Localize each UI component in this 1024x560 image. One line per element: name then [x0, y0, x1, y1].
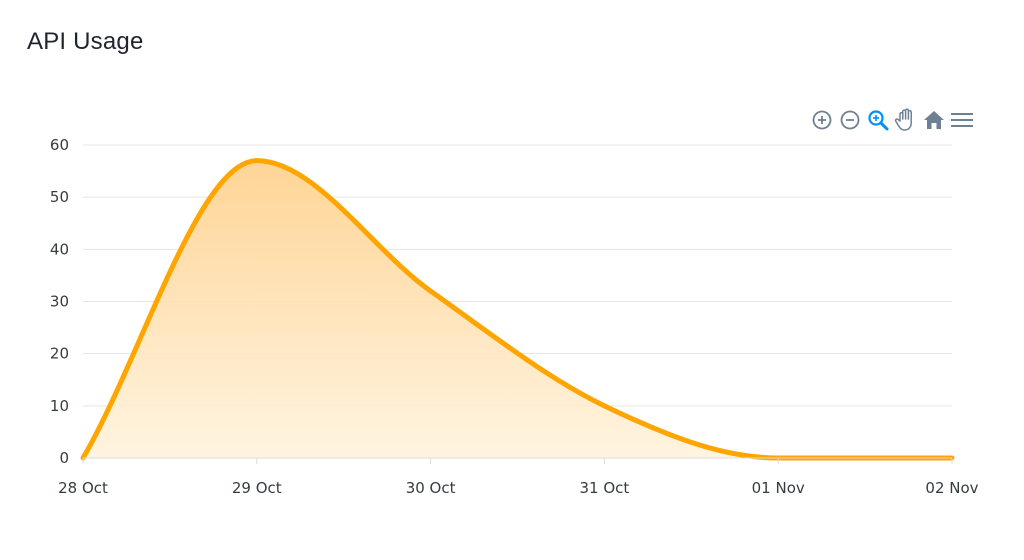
x-tick-label: 31 Oct — [580, 479, 630, 497]
page-title: API Usage — [27, 28, 144, 55]
series-area-fill — [83, 160, 952, 458]
zoom-out-icon — [840, 110, 860, 130]
x-tick-label: 02 Nov — [925, 479, 978, 497]
y-axis: 0 10 20 30 40 50 60 — [50, 136, 69, 467]
chart-toolbar — [810, 105, 974, 135]
x-axis — [82, 457, 953, 464]
y-tick-label: 50 — [50, 188, 69, 206]
x-tick-label: 30 Oct — [406, 479, 456, 497]
y-tick-label: 20 — [50, 345, 69, 363]
chart-menu-button[interactable] — [950, 106, 974, 134]
series-area — [83, 160, 952, 458]
x-axis-labels: 28 Oct 29 Oct 30 Oct 31 Oct 01 Nov 02 Nov — [58, 479, 979, 497]
x-tick-label: 28 Oct — [58, 479, 108, 497]
selection-zoom-icon — [868, 110, 889, 131]
y-tick-label: 10 — [50, 397, 69, 415]
zoom-in-button[interactable] — [810, 106, 834, 134]
reset-home-icon — [924, 111, 944, 129]
y-tick-label: 40 — [50, 240, 69, 258]
pan-button[interactable] — [894, 106, 918, 134]
selection-zoom-button[interactable] — [866, 106, 890, 134]
zoom-out-button[interactable] — [838, 106, 862, 134]
y-tick-label: 30 — [50, 293, 69, 311]
reset-zoom-button[interactable] — [922, 106, 946, 134]
y-tick-label: 60 — [50, 136, 69, 154]
y-tick-label: 0 — [59, 449, 69, 467]
zoom-in-icon — [812, 110, 832, 130]
x-tick-label: 29 Oct — [232, 479, 282, 497]
x-tick-label: 01 Nov — [752, 479, 805, 497]
menu-icon — [951, 113, 973, 127]
pan-hand-icon — [894, 108, 912, 131]
